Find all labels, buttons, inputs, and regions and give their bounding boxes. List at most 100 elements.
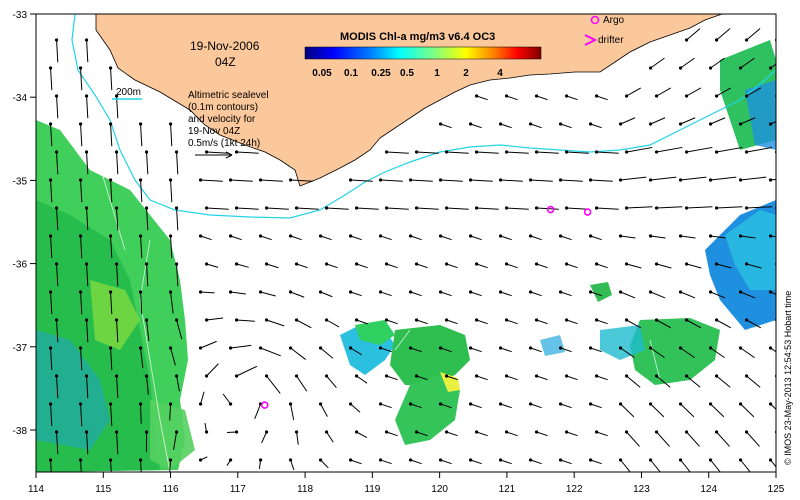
velocity-arrow: [110, 67, 113, 91]
velocity-arrow: [146, 207, 149, 231]
velocity-arrow: [56, 151, 59, 175]
velocity-arrow-origin: [114, 94, 119, 98]
colorbar-tick-label: 0.25: [371, 68, 391, 79]
velocity-arrow-origin: [408, 402, 413, 406]
velocity-arrow: [326, 319, 340, 328]
velocity-arrow: [686, 146, 713, 153]
velocity-arrow-origin: [588, 458, 593, 462]
velocity-arrow: [80, 179, 83, 203]
velocity-arrow: [56, 207, 59, 231]
velocity-arrow: [230, 235, 242, 241]
velocity-arrow: [410, 347, 422, 353]
velocity-arrow-origin: [618, 346, 623, 350]
velocity-arrow-origin: [558, 346, 563, 350]
velocity-arrow-origin: [234, 262, 239, 266]
velocity-arrow-origin: [114, 262, 119, 266]
velocity-arrow-origin: [378, 234, 383, 238]
velocity-arrow: [686, 263, 702, 269]
lon-tick-label: 117: [230, 484, 246, 495]
velocity-arrow-origin: [678, 290, 683, 294]
velocity-arrow: [470, 179, 493, 182]
velocity-arrow-origin: [594, 262, 599, 266]
velocity-arrow: [140, 235, 143, 259]
velocity-arrow-origin: [48, 66, 53, 70]
velocity-arrow: [266, 207, 289, 210]
velocity-arrow: [536, 431, 548, 437]
velocity-arrow: [410, 291, 422, 297]
lon-tick-label: 114: [28, 484, 44, 495]
lon-tick-label: 124: [700, 484, 717, 495]
velocity-arrow-origin: [708, 458, 713, 462]
velocity-arrow: [440, 403, 452, 409]
velocity-arrow: [410, 179, 433, 182]
credit-text: © IMOS 23-May-2013 12:54:53 Hobart time: [783, 291, 793, 465]
velocity-arrow-origin: [348, 402, 353, 406]
velocity-arrow: [620, 176, 647, 181]
velocity-arrow-origin: [114, 150, 119, 154]
velocity-arrow: [626, 263, 642, 269]
velocity-arrow-origin: [108, 178, 113, 182]
velocity-arrow-origin: [504, 318, 509, 322]
velocity-arrow: [356, 319, 368, 325]
velocity-arrow-origin: [354, 374, 359, 378]
velocity-arrow: [530, 123, 542, 129]
velocity-arrow: [650, 459, 661, 472]
velocity-arrow: [140, 291, 143, 315]
velocity-arrow-origin: [708, 290, 713, 294]
velocity-arrow: [656, 263, 672, 269]
velocity-arrow-origin: [684, 262, 689, 266]
velocity-arrow-origin: [174, 430, 179, 434]
velocity-arrow: [320, 291, 333, 298]
velocity-arrow-origin: [54, 318, 59, 322]
velocity-arrow: [656, 431, 670, 447]
velocity-arrow: [740, 403, 755, 418]
velocity-arrow-origin: [768, 234, 773, 238]
velocity-arrow-origin: [774, 38, 776, 42]
velocity-arrow-origin: [198, 458, 203, 462]
velocity-arrow-origin: [318, 290, 323, 294]
velocity-arrow-origin: [318, 234, 323, 238]
velocity-arrow-origin: [474, 374, 479, 378]
velocity-arrow-origin: [714, 38, 719, 42]
velocity-arrow: [386, 263, 398, 269]
velocity-arrow: [770, 459, 776, 468]
velocity-arrow: [380, 291, 392, 297]
velocity-arrow-origin: [78, 346, 83, 350]
velocity-arrow-origin: [588, 402, 593, 406]
velocity-arrow: [530, 347, 542, 353]
velocity-arrow: [80, 123, 83, 147]
velocity-arrow: [356, 263, 368, 269]
velocity-arrow-origin: [708, 346, 713, 350]
velocity-arrow-origin: [108, 66, 113, 70]
velocity-arrow-origin: [168, 178, 173, 182]
velocity-arrow: [770, 347, 776, 353]
velocity-arrow-origin: [54, 262, 59, 266]
velocity-arrow-origin: [534, 206, 539, 210]
velocity-arrow: [620, 403, 635, 418]
velocity-arrow: [206, 263, 219, 268]
velocity-arrow-origin: [744, 262, 749, 266]
velocity-arrow-origin: [564, 318, 569, 322]
velocity-arrow: [506, 95, 518, 101]
velocity-arrow-origin: [84, 430, 89, 434]
chlorophyll-west: [36, 120, 195, 472]
velocity-arrow-origin: [204, 206, 209, 210]
velocity-arrow-origin: [534, 94, 539, 98]
velocity-arrow-origin: [654, 206, 659, 210]
velocity-arrow-origin: [738, 66, 743, 70]
velocity-arrow-origin: [504, 374, 509, 378]
date-label: 19-Nov-2006: [190, 39, 260, 53]
velocity-arrow-origin: [348, 290, 353, 294]
velocity-arrow-origin: [678, 458, 683, 462]
velocity-arrow-origin: [594, 94, 599, 98]
velocity-arrow: [626, 146, 653, 153]
lon-tick-label: 120: [431, 484, 448, 495]
velocity-arrow-origin: [288, 402, 293, 406]
velocity-arrow: [440, 179, 463, 182]
velocity-arrow-origin: [144, 262, 149, 266]
velocity-arrow: [536, 151, 559, 154]
velocity-arrow: [416, 431, 428, 437]
velocity-arrow-origin: [294, 262, 299, 266]
velocity-arrow-origin: [648, 66, 653, 70]
